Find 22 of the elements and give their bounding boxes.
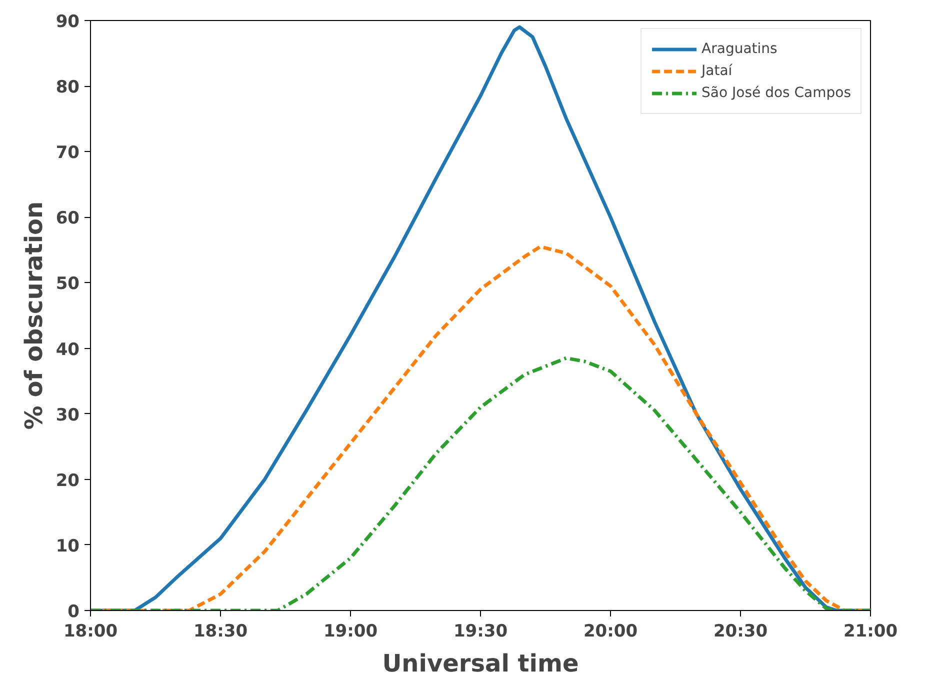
y-tick-label: 60: [56, 208, 80, 229]
x-tick-label: 18:30: [193, 622, 248, 642]
y-tick-label: 70: [56, 143, 80, 164]
legend-label: Jataí: [702, 63, 732, 79]
y-tick-label: 0: [68, 602, 80, 622]
legend-label: São José dos Campos: [702, 85, 851, 101]
y-tick-label: 40: [56, 340, 80, 360]
y-tick-label: 10: [56, 536, 80, 556]
x-tick-label: 21:00: [843, 622, 898, 642]
x-axis-title: Universal time: [382, 650, 579, 678]
x-tick-label: 18:00: [63, 622, 118, 642]
x-tick-label: 20:00: [583, 622, 638, 642]
y-tick-label: 50: [56, 274, 80, 294]
x-tick-label: 19:30: [453, 622, 508, 642]
y-tick-label: 30: [56, 405, 80, 426]
x-tick-label: 20:30: [713, 622, 768, 642]
y-tick-label: 90: [56, 12, 80, 32]
y-tick-label: 20: [56, 470, 80, 491]
legend-label: Araguatins: [702, 41, 778, 57]
y-tick-label: 80: [56, 78, 80, 98]
y-axis-title: % of obscuration: [20, 201, 48, 430]
x-tick-label: 19:00: [323, 622, 378, 642]
